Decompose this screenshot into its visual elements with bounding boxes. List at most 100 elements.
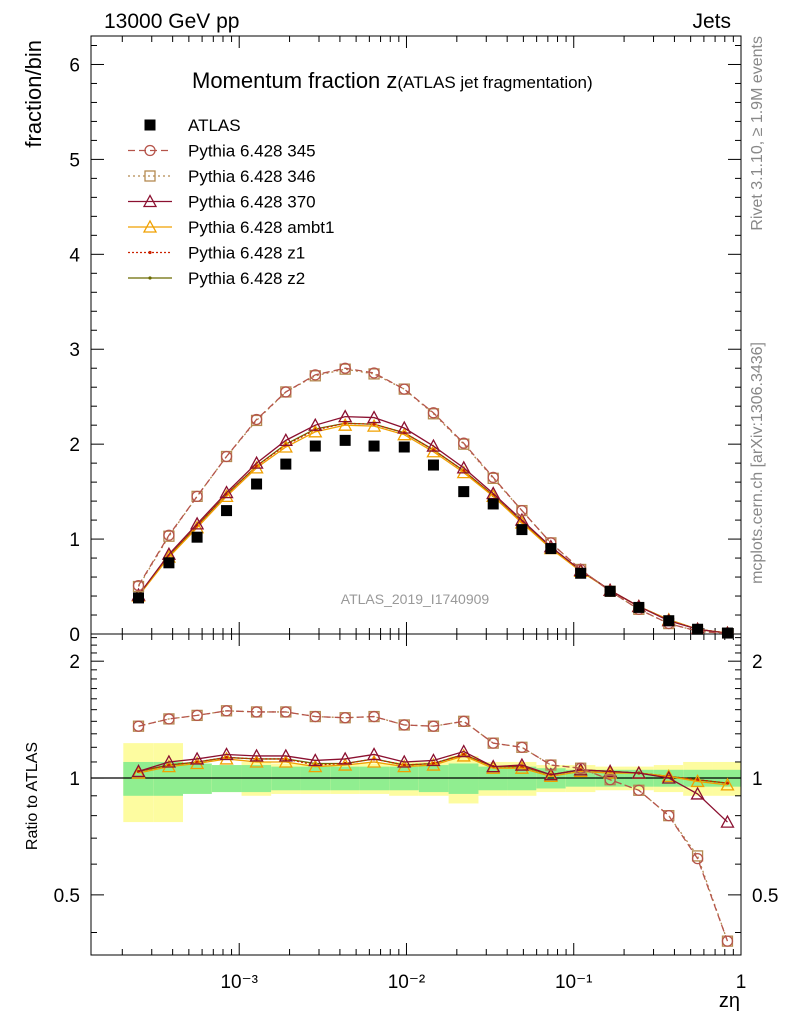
data-point: [131, 764, 146, 778]
data-point: [280, 706, 292, 718]
data-point: [191, 531, 203, 543]
series-atlas-data: [133, 434, 733, 639]
uncertainty-bands: [123, 743, 741, 823]
data-point: [661, 770, 676, 784]
data-point: [144, 119, 156, 131]
legend-label: Pythia 6.428 370: [188, 193, 316, 212]
legend-label: Pythia 6.428 ambt1: [188, 218, 334, 237]
data-point: [280, 386, 292, 398]
legend-item: Pythia 6.428 370: [128, 193, 316, 212]
data-point: [721, 627, 733, 639]
axes: 10⁻³ 10⁻² 10⁻¹ 1 0 1 2 3 4 5 6 0.5 0.5 1 1 2 2: [54, 35, 778, 993]
y-tick-label: 1: [69, 530, 80, 551]
data-point: [487, 498, 499, 510]
data-point: [280, 458, 292, 470]
data-point: [163, 713, 175, 725]
data-point: [142, 194, 158, 208]
legend-label: Pythia 6.428 346: [188, 167, 316, 186]
ratio-tick-label-left: 1: [69, 769, 80, 790]
data-point: [163, 557, 175, 569]
data-point: [427, 459, 439, 471]
data-point: [338, 751, 353, 765]
data-point: [516, 504, 528, 517]
ratio-tick-label-left: 0.5: [54, 886, 80, 907]
data-point: [426, 757, 441, 771]
data-point: [426, 438, 441, 452]
data-point: [695, 778, 700, 782]
data-point: [690, 786, 705, 800]
data-point: [251, 478, 263, 490]
side-label-top: Rivet 3.1.10, ≥ 1.9M events: [749, 36, 766, 231]
data-point: [366, 747, 382, 761]
data-point: [456, 744, 471, 758]
x-axis-label: zη: [719, 990, 740, 1012]
legend-item: Pythia 6.428 346: [128, 167, 316, 186]
data-point: [663, 809, 675, 822]
data-point: [397, 759, 412, 773]
inner-band: [448, 763, 479, 794]
y-tick-label: 5: [69, 150, 80, 171]
data-point: [720, 777, 735, 791]
data-point: [338, 417, 353, 431]
data-point: [514, 757, 530, 771]
ratio-line: [138, 710, 729, 942]
data-point: [516, 741, 528, 753]
legend-label: ATLAS: [188, 116, 241, 135]
data-point: [398, 383, 410, 395]
x-tick-label: 10⁻²: [388, 972, 426, 993]
data-point: [604, 774, 616, 786]
data-point: [426, 753, 441, 767]
data-point: [221, 505, 233, 517]
ratio-line: [138, 710, 729, 942]
data-point: [397, 754, 412, 768]
watermark: ATLAS_2019_I1740909: [341, 591, 490, 607]
legend-item: Pythia 6.428 345: [128, 142, 316, 161]
data-point: [189, 756, 205, 770]
chart-title: Momentum fraction z(ATLAS jet fragmentat…: [192, 68, 593, 93]
data-point: [545, 543, 557, 555]
legend-label: Pythia 6.428 345: [188, 142, 316, 161]
data-point: [278, 748, 293, 762]
data-point: [458, 437, 470, 449]
data-point: [142, 219, 158, 233]
data-point: [397, 427, 412, 441]
data-point: [366, 418, 382, 432]
data-point: [458, 486, 470, 498]
data-point: [691, 852, 704, 865]
data-point: [368, 440, 380, 452]
data-point: [219, 751, 234, 765]
data-point: [308, 424, 323, 438]
series-line: [137, 367, 728, 634]
data-point: [514, 760, 530, 774]
data-point: [161, 754, 177, 768]
data-point: [575, 567, 587, 579]
data-point: [167, 763, 171, 767]
series-pythia-6-428-370: [131, 409, 735, 828]
data-point: [368, 367, 380, 379]
data-point: [661, 768, 676, 783]
data-point: [220, 450, 233, 463]
data-point: [486, 759, 501, 773]
data-point: [633, 601, 645, 613]
ratio-tick-label-left: 2: [69, 652, 80, 673]
data-point: [487, 737, 499, 749]
data-point: [398, 719, 410, 731]
header-right: Jets: [692, 10, 731, 33]
chart-title-suffix: (ATLAS jet fragmentation): [397, 73, 592, 92]
series-line: [137, 368, 728, 634]
legend-item-atlas: ATLAS: [144, 116, 241, 135]
data-point: [462, 752, 466, 757]
data-point: [456, 460, 471, 474]
data-point: [249, 455, 264, 469]
data-point: [427, 720, 440, 732]
x-tick-label: 10⁻³: [220, 972, 258, 993]
data-point: [219, 485, 234, 499]
ratio-axis-label: Ratio to ATLAS: [24, 742, 41, 850]
data-point: [338, 409, 353, 423]
data-point: [633, 784, 645, 796]
data-point: [339, 362, 351, 374]
data-point: [603, 764, 618, 778]
data-point: [487, 471, 499, 484]
data-point: [545, 759, 557, 771]
